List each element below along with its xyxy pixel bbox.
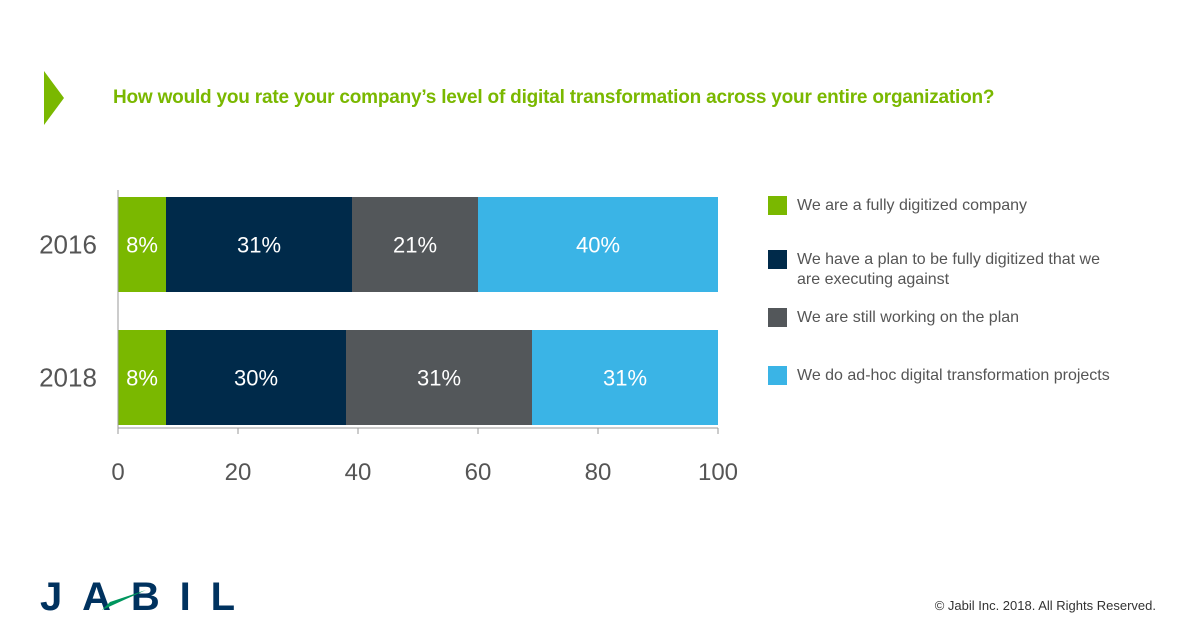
legend-swatch: [768, 366, 787, 385]
x-tick-label: 0: [111, 459, 124, 486]
x-tick-label: 20: [225, 459, 252, 486]
data-label: 8%: [126, 233, 158, 258]
bar-segment: [346, 330, 532, 425]
bar-segment: [478, 197, 718, 292]
legend-swatch: [768, 196, 787, 215]
logo-swoosh-icon: [102, 590, 146, 610]
data-label: 31%: [603, 366, 647, 391]
bar-segment: [166, 197, 352, 292]
category-label: 2016: [39, 230, 97, 260]
legend-swatch: [768, 308, 787, 327]
bar-segment: [532, 330, 718, 425]
data-label: 40%: [576, 233, 620, 258]
bar-segment: [166, 330, 346, 425]
bar-segment: [118, 330, 166, 425]
legend-label: We have a plan to be fully digitized tha…: [797, 251, 1100, 288]
jabil-logo: JABIL: [40, 576, 245, 616]
legend-item: We are still working on the plan: [768, 308, 1117, 328]
legend-label: We are still working on the plan: [797, 309, 1020, 326]
data-label: 21%: [393, 233, 437, 258]
x-tick-label: 100: [698, 459, 738, 486]
category-label: 2018: [39, 363, 97, 393]
legend-item: We are a fully digitized company: [768, 196, 1117, 216]
logo-text: JABIL: [40, 576, 245, 616]
bar-segment: [352, 197, 478, 292]
data-label: 31%: [417, 366, 461, 391]
x-tick-label: 80: [585, 459, 612, 486]
data-label: 31%: [237, 233, 281, 258]
legend-label: We do ad-hoc digital transformation proj…: [797, 367, 1110, 384]
data-label: 30%: [234, 366, 278, 391]
x-tick-label: 40: [345, 459, 372, 486]
legend-item: We have a plan to be fully digitized tha…: [768, 250, 1107, 290]
legend-label: We are a fully digitized company: [797, 197, 1028, 214]
legend-item: We do ad-hoc digital transformation proj…: [768, 366, 1117, 386]
data-label: 8%: [126, 366, 158, 391]
copyright: © Jabil Inc. 2018. All Rights Reserved.: [934, 598, 1156, 613]
bar-chart: 2016 8% 31% 21% 40% 2018 8% 30% 31% 31% 0 20 40 60 80 1…: [39, 190, 738, 486]
x-tick-label: 60: [465, 459, 492, 486]
title-arrow-icon: [44, 71, 64, 125]
bar-segment: [118, 197, 166, 292]
legend-swatch: [768, 250, 787, 269]
chart-title: How would you rate your company’s level …: [113, 87, 995, 108]
